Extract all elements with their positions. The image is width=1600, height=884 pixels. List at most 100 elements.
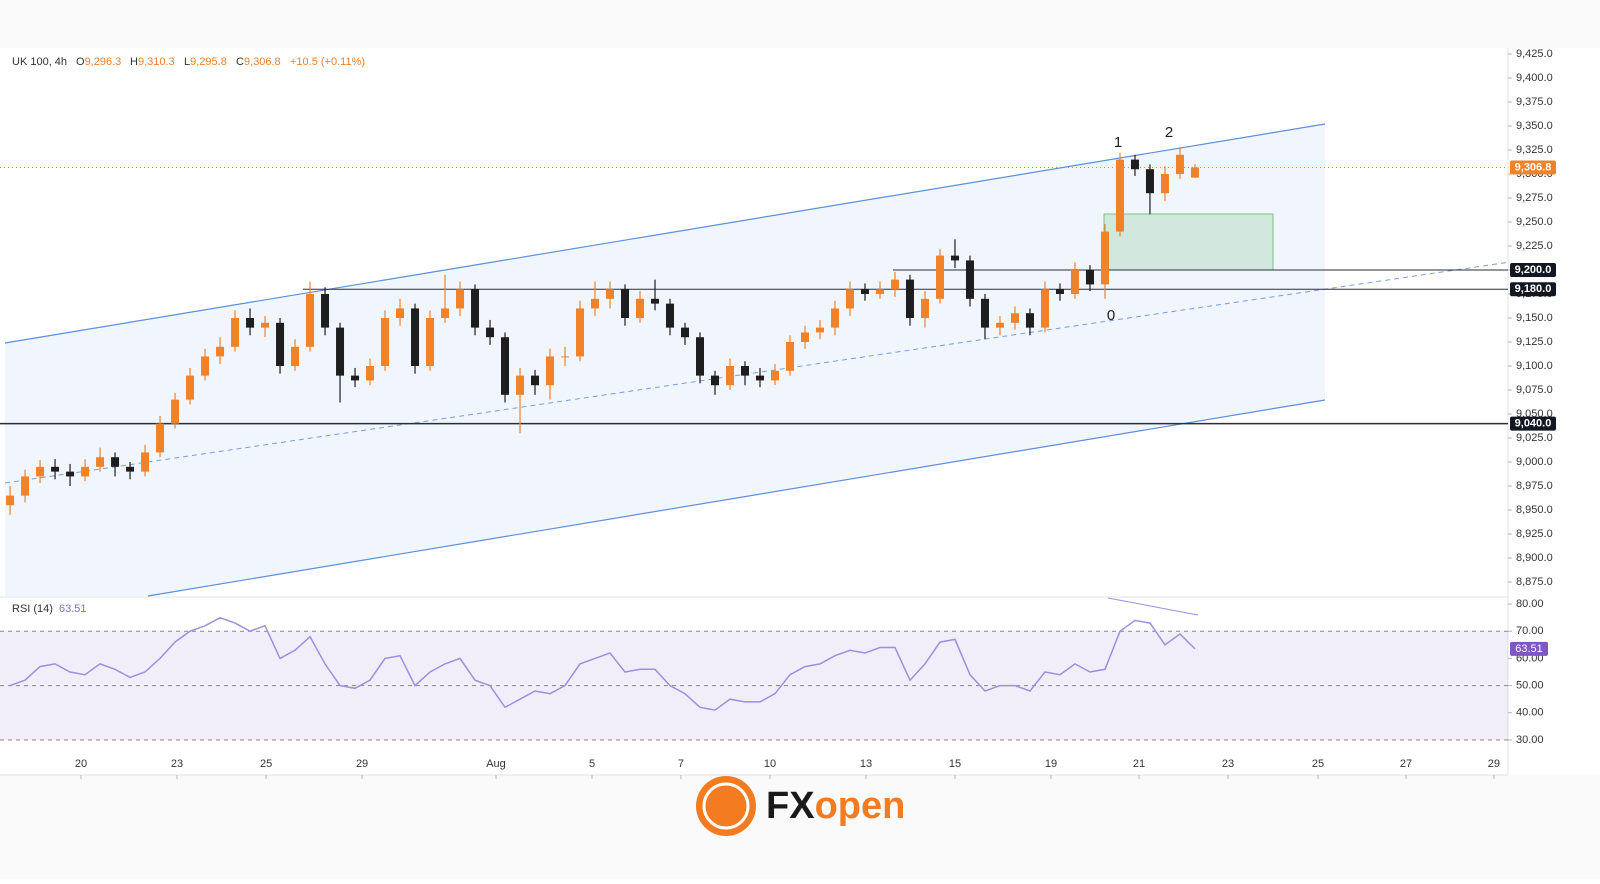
open: 9,296.3	[85, 56, 122, 68]
candle-body	[516, 375, 525, 395]
candle-body	[201, 356, 210, 376]
rsi-divergence	[1107, 597, 1199, 616]
candle-body	[606, 289, 615, 299]
candle-body	[1160, 174, 1169, 194]
x-tick-label: 19	[1045, 758, 1057, 770]
rsi-tag	[1510, 641, 1548, 656]
candle-body	[920, 298, 929, 319]
candle-body	[666, 303, 675, 328]
top-strip	[0, 0, 1600, 48]
candle-body	[6, 495, 15, 506]
candle-body	[171, 399, 180, 424]
candle-body	[711, 375, 720, 386]
candle-body	[21, 476, 30, 496]
x-tick-label: 25	[260, 758, 272, 770]
y-tick-label: 8,900.0	[1516, 552, 1553, 564]
candle-body	[441, 308, 450, 319]
candle-body	[141, 452, 150, 472]
y-tick-label: 50.00	[1516, 679, 1544, 691]
x-tick-label: 15	[949, 758, 961, 770]
candle-body	[770, 370, 779, 381]
candle-body	[321, 294, 330, 328]
candle-body	[1145, 169, 1154, 194]
rsi-tag-label: 63.51	[1515, 643, 1543, 655]
rsi-value: 63.51	[59, 603, 87, 615]
annotation: 0	[1107, 307, 1115, 324]
last-price-tag	[1510, 160, 1556, 175]
y-tick-label: 9,425.0	[1516, 48, 1553, 60]
logo-ring	[702, 782, 750, 830]
candle-body	[1055, 289, 1064, 295]
candle-body	[755, 375, 764, 381]
candle-body	[186, 375, 195, 400]
candle-body	[800, 332, 809, 343]
x-tick-label: 21	[1133, 758, 1145, 770]
candle-body	[636, 298, 645, 319]
candle-body	[741, 366, 750, 376]
y-tick-label: 9,400.0	[1516, 72, 1553, 84]
candle-body	[66, 471, 75, 477]
x-tick-label: 23	[171, 758, 183, 770]
channel-fill	[5, 124, 1325, 596]
y-tick-label: 8,925.0	[1516, 528, 1553, 540]
candle-body	[81, 466, 90, 477]
x-tick-label: 29	[356, 758, 368, 770]
candle-body	[681, 327, 690, 338]
level-tag-label: 9,200.0	[1515, 264, 1552, 276]
x-tick-label: 23	[1222, 758, 1234, 770]
candle-body	[126, 466, 135, 472]
candle-body	[501, 337, 510, 395]
candle-body	[980, 298, 989, 328]
candle-body	[935, 255, 944, 299]
y-tick-label: 9,375.0	[1516, 96, 1553, 108]
brand-open: open	[815, 785, 906, 827]
candle-body	[426, 318, 435, 367]
candle-body	[1175, 154, 1184, 175]
candle-body	[486, 327, 495, 338]
y-tick-label: 9,275.0	[1516, 192, 1553, 204]
x-tick-label: 10	[764, 758, 776, 770]
drawings	[4, 123, 1511, 616]
candle-body	[1085, 270, 1094, 285]
rsi-header: RSI (14) 63.51	[12, 603, 87, 615]
l-label: L	[184, 56, 190, 68]
x-tick-label: 20	[75, 758, 87, 770]
candle-body	[216, 346, 225, 357]
chart-layer: 8,875.0 8,900.0 8,925.0 8,950.0 8,975.0 9,000…	[0, 48, 1556, 779]
header: UK 100, 4h O9,296.3 H9,310.3 L9,295.8 C9…	[12, 56, 365, 68]
annotation: 2	[1165, 124, 1173, 141]
low: 9,295.8	[190, 56, 227, 68]
candle-body	[965, 260, 974, 299]
y-tick-label: 9,125.0	[1516, 336, 1553, 348]
candle-body	[351, 375, 360, 381]
channel-lower	[147, 399, 1326, 597]
level-tag-label: 9,180.0	[1515, 283, 1552, 295]
candle-body	[1025, 313, 1034, 328]
x-tick-label: 7	[678, 758, 684, 770]
candle-body	[411, 308, 420, 367]
y-tick-label: 9,075.0	[1516, 384, 1553, 396]
y-tick-label: 80.00	[1516, 598, 1544, 610]
candle-body	[1190, 167, 1199, 178]
candle-body	[456, 289, 465, 309]
annotation: 1	[1114, 134, 1122, 151]
y-tick-label: 8,975.0	[1516, 480, 1553, 492]
candle-body	[546, 356, 555, 386]
candle-body	[696, 337, 705, 376]
candle-body	[845, 289, 854, 309]
brand: FXopen	[766, 785, 905, 827]
x-tick-label: 13	[860, 758, 872, 770]
candle-body	[306, 294, 315, 347]
candle-body	[261, 322, 270, 328]
candle-body	[531, 375, 540, 386]
candle-body	[366, 366, 375, 381]
candle-body	[1115, 159, 1124, 232]
y-tick-label: 9,325.0	[1516, 144, 1553, 156]
y-tick-label: 9,150.0	[1516, 312, 1553, 324]
level-tag	[1510, 282, 1556, 297]
bottom-strip	[0, 775, 1600, 879]
demand-zone	[1103, 213, 1274, 271]
channel-upper	[4, 123, 1326, 344]
candle-body	[875, 289, 884, 295]
candle-body	[561, 356, 570, 358]
